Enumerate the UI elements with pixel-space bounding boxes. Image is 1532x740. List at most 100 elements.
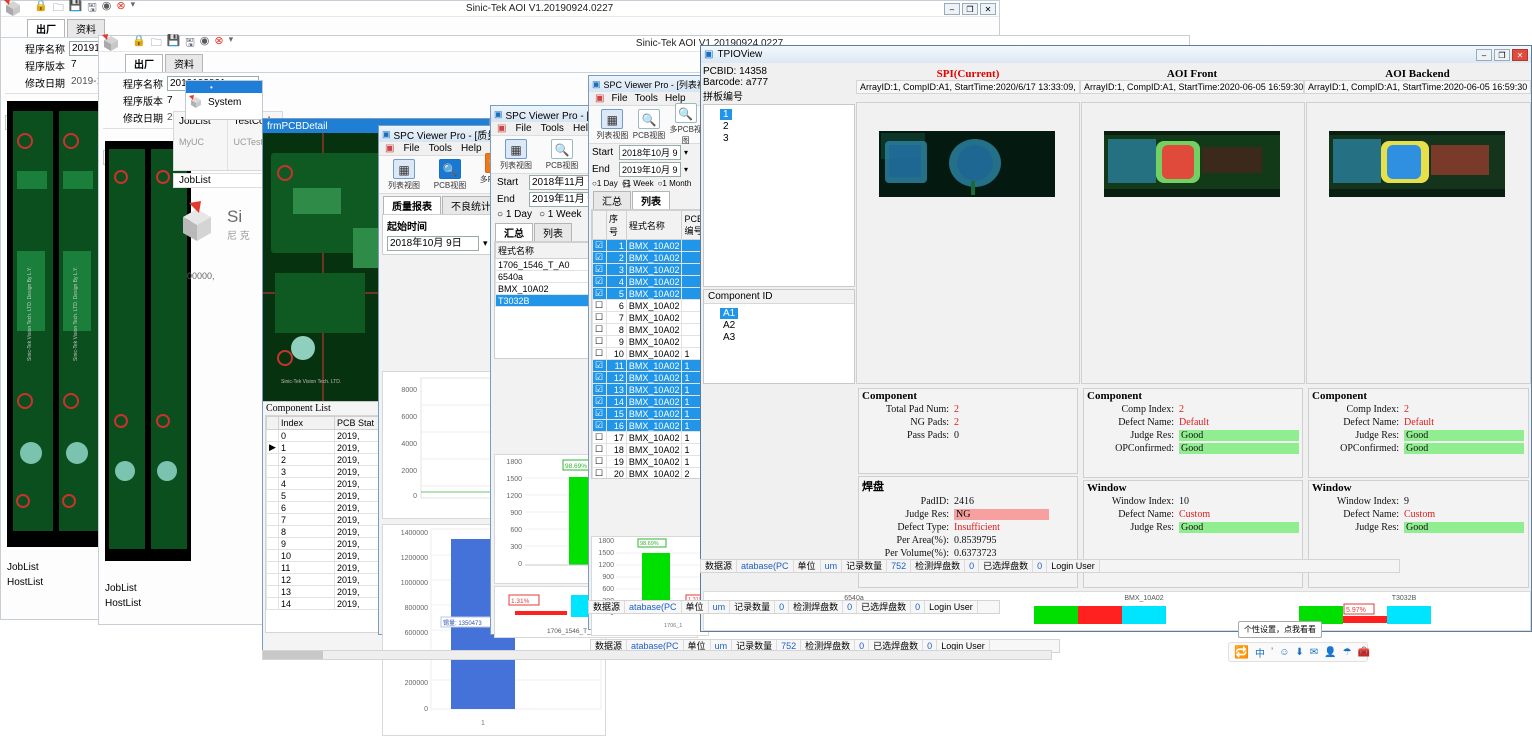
menu-file-1[interactable]: File	[403, 143, 420, 154]
tpio-backend-image-pane[interactable]	[1306, 102, 1531, 384]
toolbtn-multi-pcb-view-3[interactable]: 🔍 多PCB视图	[668, 103, 703, 146]
spc3-menubar[interactable]: ▣ File Tools Help	[589, 92, 709, 106]
tab-ziliao-2[interactable]: 资料	[165, 54, 203, 72]
saveas-icon-2[interactable]: 🖫	[185, 37, 195, 49]
horizontal-scrollbar[interactable]	[262, 650, 1052, 660]
row-checkbox[interactable]: ☑	[592, 359, 607, 372]
toolbtn-pcb-view-2[interactable]: 🔍 PCB视图	[543, 138, 581, 171]
table-row[interactable]: ☑ 14 BMX_10A02 1	[592, 395, 706, 408]
spc1-date-picker-icon[interactable]: ▾	[483, 238, 488, 248]
tpio-maximize-button[interactable]: ❐	[1494, 48, 1510, 61]
umbrella-icon[interactable]: ☂	[1342, 646, 1352, 658]
spc3-record-table[interactable]: 序号 程式名称 PCB编号 ☑ 1 BMX_10A02 ☑ 2 BMX_10A02 ☑ 3 BM…	[592, 210, 706, 478]
folder-icon-2[interactable]: 🗀	[150, 37, 162, 49]
table-row[interactable]: ☑ 5 BMX_10A02	[592, 287, 706, 300]
settings-icon-2[interactable]: ◉	[199, 35, 210, 47]
row-checkbox[interactable]: ☑	[592, 419, 607, 432]
more-icon[interactable]: ▾	[130, 0, 136, 9]
tpio-close-button[interactable]: ✕	[1512, 48, 1528, 61]
ime-logo-icon[interactable]: 🔁	[1234, 645, 1249, 659]
system-window-titlebar[interactable]: •	[186, 81, 262, 93]
row-checkbox[interactable]: ☐	[592, 323, 607, 336]
spc-viewer-window-3[interactable]: ▣ SPC Viewer Pro - [列表视图] ▣ File Tools H…	[588, 75, 711, 636]
toolbox-icon[interactable]: 🧰	[1357, 646, 1371, 658]
row-checkbox[interactable]: ☑	[592, 395, 607, 408]
tab-list-2[interactable]: 列表	[534, 223, 572, 241]
table-row[interactable]: ☐ 8 BMX_10A02	[592, 323, 706, 336]
aoi1-titlebar[interactable]: 🔒 🗀 💾 🖫 ◉ ⊗ ▾ Sinic-Tek AOI V1.20190924.…	[1, 0, 999, 17]
spc3-end-row[interactable]: End 2019年10月 9日 ▾	[589, 161, 709, 189]
aoi1-board-preview[interactable]: Sinic-Tek Vision Tech. LTD. Design By L.…	[7, 101, 103, 547]
aoi2-field-progver[interactable]: 程序版本 7	[103, 92, 1185, 109]
emoji-icon[interactable]: ☺	[1279, 646, 1290, 658]
toolbtn-pcb-view-1[interactable]: 🔍 PCB视图	[431, 158, 469, 191]
statusbar-spc2[interactable]: 数据源 atabase(PC 单位 um 记录数量 0 检测焊盘数 0 已选焊盘…	[588, 600, 1000, 614]
table-row[interactable]: ☑ 15 BMX_10A02 1	[592, 407, 706, 420]
row-checkbox[interactable]: ☐	[592, 335, 607, 348]
tab-chuchang[interactable]: 出厂	[27, 19, 65, 37]
toolbtn-list-view-3[interactable]: ▦ 列表视图	[595, 108, 630, 141]
tpioview-window[interactable]: ▣ TPIOView – ❐ ✕ PCBID: 14358 Barcode: a…	[700, 45, 1532, 632]
system-tab-label[interactable]: System	[208, 96, 242, 108]
radio-1month-3[interactable]: ○1 Month	[657, 179, 692, 188]
spc3-tabstrip[interactable]: 汇总 列表	[589, 189, 709, 209]
aoi1-hostlist-label[interactable]: HostList	[7, 577, 44, 588]
aoi1-window-controls[interactable]: – ❐ ✕	[944, 2, 996, 15]
tab-summary-2[interactable]: 汇总	[495, 223, 533, 241]
statusbar-tpio[interactable]: 数据源 atabase(PC 单位 um 记录数量 752 检测焊盘数 0 已选…	[700, 559, 1400, 573]
row-checkbox[interactable]: ☐	[592, 443, 607, 456]
aoi2-toolbar-icons[interactable]: 🔒 🗀 💾 🖫 ◉ ⊗ ▾	[132, 34, 233, 53]
lock-icon[interactable]: 🔒	[34, 0, 48, 12]
table-row[interactable]: ☐ 17 BMX_10A02 1	[592, 431, 706, 444]
array-node-1[interactable]: 1	[720, 109, 732, 120]
spc3-start-spin[interactable]: ▾	[684, 148, 689, 157]
maximize-button[interactable]: ❐	[962, 2, 978, 15]
menu-file-2[interactable]: File	[515, 123, 532, 134]
spc3-toolbar[interactable]: ▦ 列表视图 🔍 PCB视图 🔍 多PCB视图	[589, 103, 709, 146]
tpio-front-image-pane[interactable]	[1081, 102, 1305, 384]
toolbtn-list-view-2[interactable]: ▦ 列表视图	[497, 138, 535, 171]
aoi2-board-preview[interactable]	[105, 141, 191, 561]
stop-icon-2[interactable]: ⊗	[214, 35, 224, 47]
spc2-tabstrip[interactable]: 汇总 列表	[491, 221, 699, 241]
aoi1-joblist-label[interactable]: JobList	[7, 562, 39, 573]
menu-help-3[interactable]: Help	[664, 93, 686, 104]
row-checkbox[interactable]: ☑	[592, 275, 607, 288]
array-node-2[interactable]: 2	[723, 121, 729, 132]
punctuation-icon[interactable]: ʼ	[1270, 646, 1274, 658]
more-icon-2[interactable]: ▾	[228, 34, 234, 44]
table-row[interactable]: ☐ 19 BMX_10A02 1	[592, 455, 706, 468]
save-icon[interactable]: 💾	[68, 0, 83, 12]
tab-ziliao[interactable]: 资料	[67, 19, 105, 37]
spc3-end-spin[interactable]: ▾	[684, 165, 689, 174]
menu-file-3[interactable]: File	[611, 93, 628, 104]
folder-icon[interactable]: 🗀	[52, 2, 64, 14]
array-node-3[interactable]: 3	[723, 133, 729, 144]
menu-tools-3[interactable]: Tools	[634, 93, 658, 104]
aoi2-hostlist-bottom[interactable]: HostList	[105, 598, 142, 609]
chinese-mode-icon[interactable]: 中	[1254, 648, 1265, 660]
lock-icon-2[interactable]: 🔒	[132, 35, 146, 47]
row-checkbox[interactable]: ☑	[592, 287, 607, 300]
user-icon[interactable]: 👤	[1324, 646, 1337, 658]
row-checkbox[interactable]: ☐	[592, 431, 607, 444]
spc3-titlebar[interactable]: ▣ SPC Viewer Pro - [列表视图]	[589, 76, 709, 92]
table-row[interactable]: ☐ 6 BMX_10A02	[592, 299, 706, 312]
minimize-button[interactable]: –	[944, 2, 960, 15]
table-row[interactable]: ☑ 16 BMX_10A02 1	[592, 419, 706, 432]
menu-tools-1[interactable]: Tools	[428, 143, 452, 154]
row-checkbox[interactable]: ☑	[592, 383, 607, 396]
toolbtn-pcb-view-3[interactable]: 🔍 PCB视图	[632, 108, 667, 141]
row-checkbox[interactable]: ☐	[592, 467, 607, 478]
toolbtn-list-view-1[interactable]: ▦ 列表视图	[385, 158, 423, 191]
component-node-A1[interactable]: A1	[720, 308, 739, 319]
spc3-range-radios[interactable]: ○1 Day ○1 Week ○1 Month	[589, 178, 709, 189]
table-row[interactable]: ☐ 10 BMX_10A02 1	[592, 347, 706, 360]
row-checkbox[interactable]: ☐	[592, 455, 607, 468]
radio-1week-3[interactable]: ○1 Week	[621, 179, 654, 188]
tpio-component-id-panel[interactable]: Component ID A1 A2 A3	[703, 289, 855, 384]
table-row[interactable]: ☑ 3 BMX_10A02	[592, 263, 706, 276]
table-row[interactable]: ☐ 20 BMX_10A02 2	[592, 467, 706, 478]
download-icon[interactable]: ⬇	[1295, 646, 1304, 658]
